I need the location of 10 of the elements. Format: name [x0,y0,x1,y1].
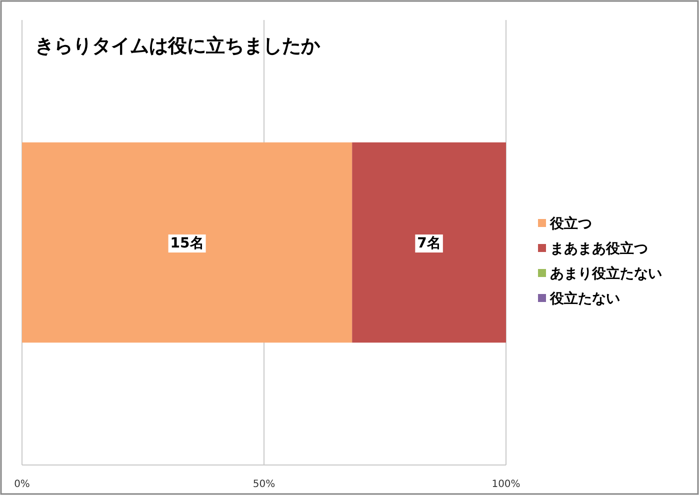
x-tick-label: 50% [252,479,276,490]
x-tick-label: 0% [14,479,30,490]
legend-label: あまり役立たない [550,265,662,282]
x-tick-label: 100% [492,479,520,490]
legend-label: 役立たない [549,290,620,307]
annotation: 7名 [417,236,441,252]
annotation: 15名 [170,236,204,252]
legend-label: まあまあ役立つ [550,240,648,257]
text: きらりタイムは役に立ちましたか [35,35,321,57]
legend-label: 役立つ [549,215,592,232]
